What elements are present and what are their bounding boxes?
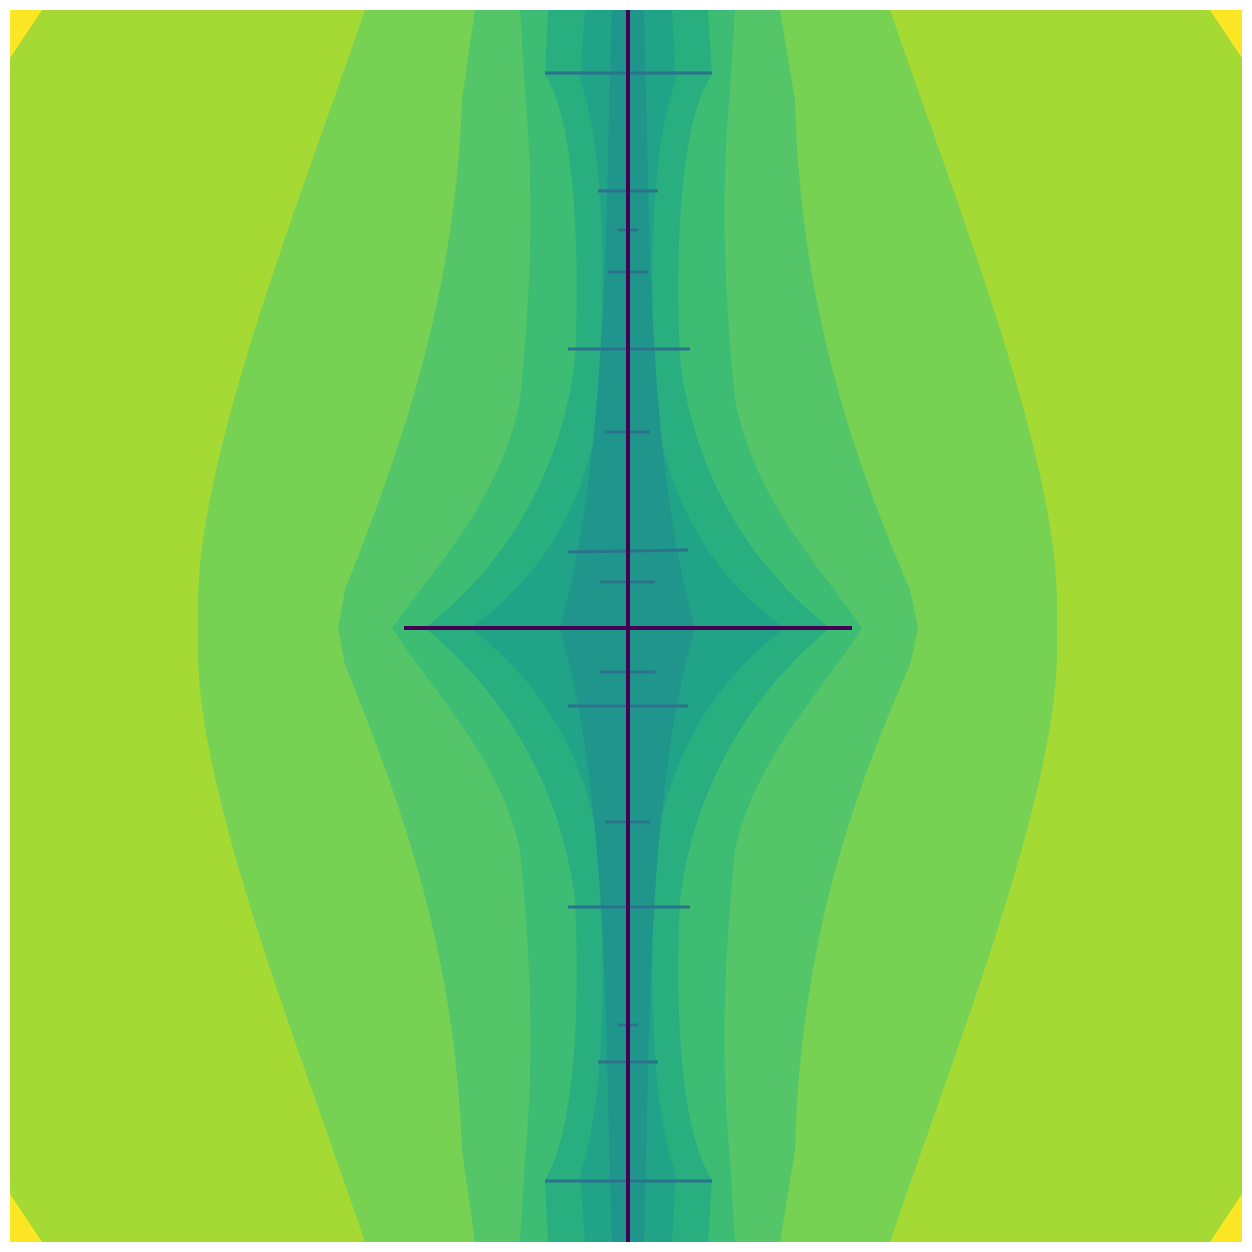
corner <box>10 1194 42 1242</box>
corner <box>1210 1194 1242 1242</box>
corner <box>10 10 42 58</box>
corner <box>1210 10 1242 58</box>
